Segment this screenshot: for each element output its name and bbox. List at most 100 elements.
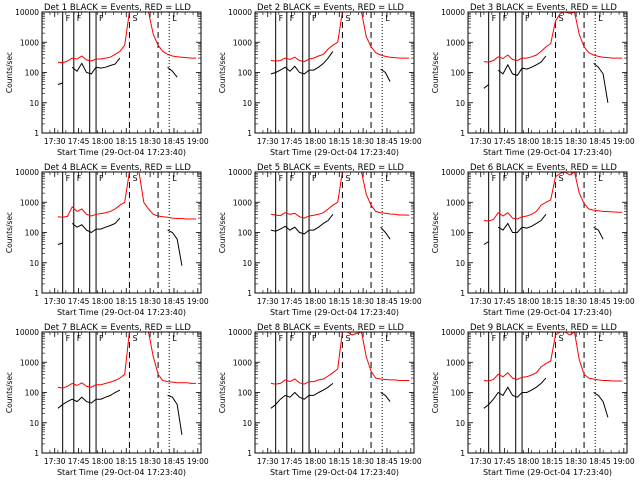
plot-frame: [254, 11, 415, 134]
chart-panel: Det 4 BLACK = Events, RED = LLD Counts/se…: [5, 163, 209, 317]
events-series-line: [483, 377, 609, 418]
events-series-line: [57, 217, 183, 266]
x-axis-label: Start Time (29-Oct-04 17:23:40): [270, 308, 399, 317]
y-tick-label: 10000: [228, 328, 252, 337]
x-tick-label: 18:15: [328, 137, 350, 146]
y-tick-label: 1: [460, 289, 465, 298]
x-tick-label: 18:00: [518, 137, 540, 146]
lld-series-line: [483, 12, 623, 63]
marker-annotation: L: [385, 14, 390, 23]
x-tick-label: 19:00: [613, 297, 635, 306]
panel-title: Det 8 BLACK = Events, RED = LLD: [257, 323, 404, 333]
y-tick-label: 10: [455, 419, 465, 428]
plot-frame: [467, 331, 628, 454]
x-axis-label: Start Time (29-Oct-04 17:23:40): [483, 148, 612, 157]
lld-series-line: [270, 332, 410, 385]
marker-annotation: F: [66, 174, 71, 183]
y-tick-label: 1000: [446, 198, 465, 207]
y-axis-label: Counts/sec: [218, 52, 227, 93]
y-tick-label: 1000: [20, 198, 39, 207]
marker-annotation: F: [279, 174, 284, 183]
marker-annotation: F: [66, 334, 71, 343]
marker-annotation: F: [492, 334, 497, 343]
x-tick-label: 18:15: [115, 297, 137, 306]
x-tick-label: 18:30: [139, 137, 161, 146]
events-series-line: [270, 213, 391, 240]
x-tick-label: 17:45: [68, 137, 90, 146]
marker-annotation: S: [558, 174, 563, 183]
x-tick-label: 18:30: [352, 297, 374, 306]
x-tick-label: 17:30: [44, 137, 66, 146]
x-axis-label: Start Time (29-Oct-04 17:23:40): [57, 148, 186, 157]
y-tick-label: 100: [238, 229, 253, 238]
x-axis-label: Start Time (29-Oct-04 17:23:40): [57, 308, 186, 317]
chart-panel: Det 2 BLACK = Events, RED = LLD Counts/se…: [218, 3, 422, 157]
plot-frame: [254, 171, 415, 294]
y-tick-label: 10: [455, 259, 465, 268]
marker-annotation: F: [99, 174, 104, 183]
x-tick-label: 17:30: [257, 457, 279, 466]
x-tick-label: 17:45: [494, 457, 516, 466]
y-tick-label: 1: [34, 129, 39, 138]
y-tick-label: 10: [242, 419, 252, 428]
x-tick-label: 17:45: [281, 457, 303, 466]
panel-title: Det 5 BLACK = Events, RED = LLD: [257, 163, 404, 173]
x-tick-label: 18:00: [518, 457, 540, 466]
x-tick-label: 18:15: [328, 457, 350, 466]
x-tick-label: 18:45: [163, 137, 185, 146]
y-tick-label: 100: [25, 389, 40, 398]
x-tick-label: 19:00: [187, 457, 209, 466]
y-tick-label: 1: [247, 129, 252, 138]
y-tick-label: 1: [34, 289, 39, 298]
y-tick-label: 1: [247, 449, 252, 458]
marker-annotation: L: [598, 14, 603, 23]
x-tick-label: 17:45: [68, 457, 90, 466]
x-tick-label: 19:00: [400, 137, 422, 146]
marker-annotation: S: [558, 14, 563, 23]
x-tick-label: 19:00: [187, 297, 209, 306]
x-tick-label: 18:30: [352, 457, 374, 466]
marker-annotation: F: [77, 14, 82, 23]
x-tick-label: 19:00: [400, 457, 422, 466]
marker-annotation: F: [503, 334, 508, 343]
x-axis-label: Start Time (29-Oct-04 17:23:40): [57, 468, 186, 477]
x-tick-label: 18:15: [541, 457, 563, 466]
y-tick-label: 10: [29, 99, 39, 108]
y-tick-label: 1000: [446, 358, 465, 367]
y-tick-label: 1000: [233, 38, 252, 47]
x-tick-label: 17:30: [470, 457, 492, 466]
y-tick-label: 10: [455, 99, 465, 108]
y-tick-label: 10000: [15, 328, 39, 337]
x-tick-label: 18:00: [92, 137, 114, 146]
marker-annotation: F: [525, 14, 530, 23]
x-tick-label: 18:00: [92, 297, 114, 306]
x-tick-label: 18:45: [376, 137, 398, 146]
x-tick-label: 17:45: [281, 297, 303, 306]
y-tick-label: 100: [238, 69, 253, 78]
x-tick-label: 17:45: [494, 137, 516, 146]
x-tick-label: 18:00: [305, 297, 327, 306]
chart-panel: Det 9 BLACK = Events, RED = LLD Counts/se…: [431, 323, 635, 477]
lld-series-line: [57, 172, 197, 220]
marker-annotation: F: [279, 14, 284, 23]
y-axis-label: Counts/sec: [431, 212, 440, 253]
x-tick-label: 19:00: [613, 457, 635, 466]
x-tick-label: 18:30: [139, 297, 161, 306]
marker-annotation: S: [558, 334, 563, 343]
marker-annotation: L: [172, 14, 177, 23]
x-tick-label: 17:30: [257, 297, 279, 306]
y-tick-label: 10: [29, 259, 39, 268]
panel-title: Det 4 BLACK = Events, RED = LLD: [44, 163, 191, 173]
chart-panel: Det 1 BLACK = Events, RED = LLD Counts/se…: [5, 3, 209, 157]
marker-annotation: S: [345, 334, 350, 343]
x-tick-label: 17:30: [470, 297, 492, 306]
marker-annotation: F: [525, 174, 530, 183]
y-tick-label: 1000: [233, 198, 252, 207]
x-tick-label: 17:45: [281, 137, 303, 146]
marker-annotation: F: [492, 174, 497, 183]
x-tick-label: 18:00: [305, 137, 327, 146]
y-tick-label: 10000: [441, 168, 465, 177]
plot-frame: [467, 11, 628, 134]
y-tick-label: 1000: [446, 38, 465, 47]
marker-annotation: F: [312, 174, 317, 183]
